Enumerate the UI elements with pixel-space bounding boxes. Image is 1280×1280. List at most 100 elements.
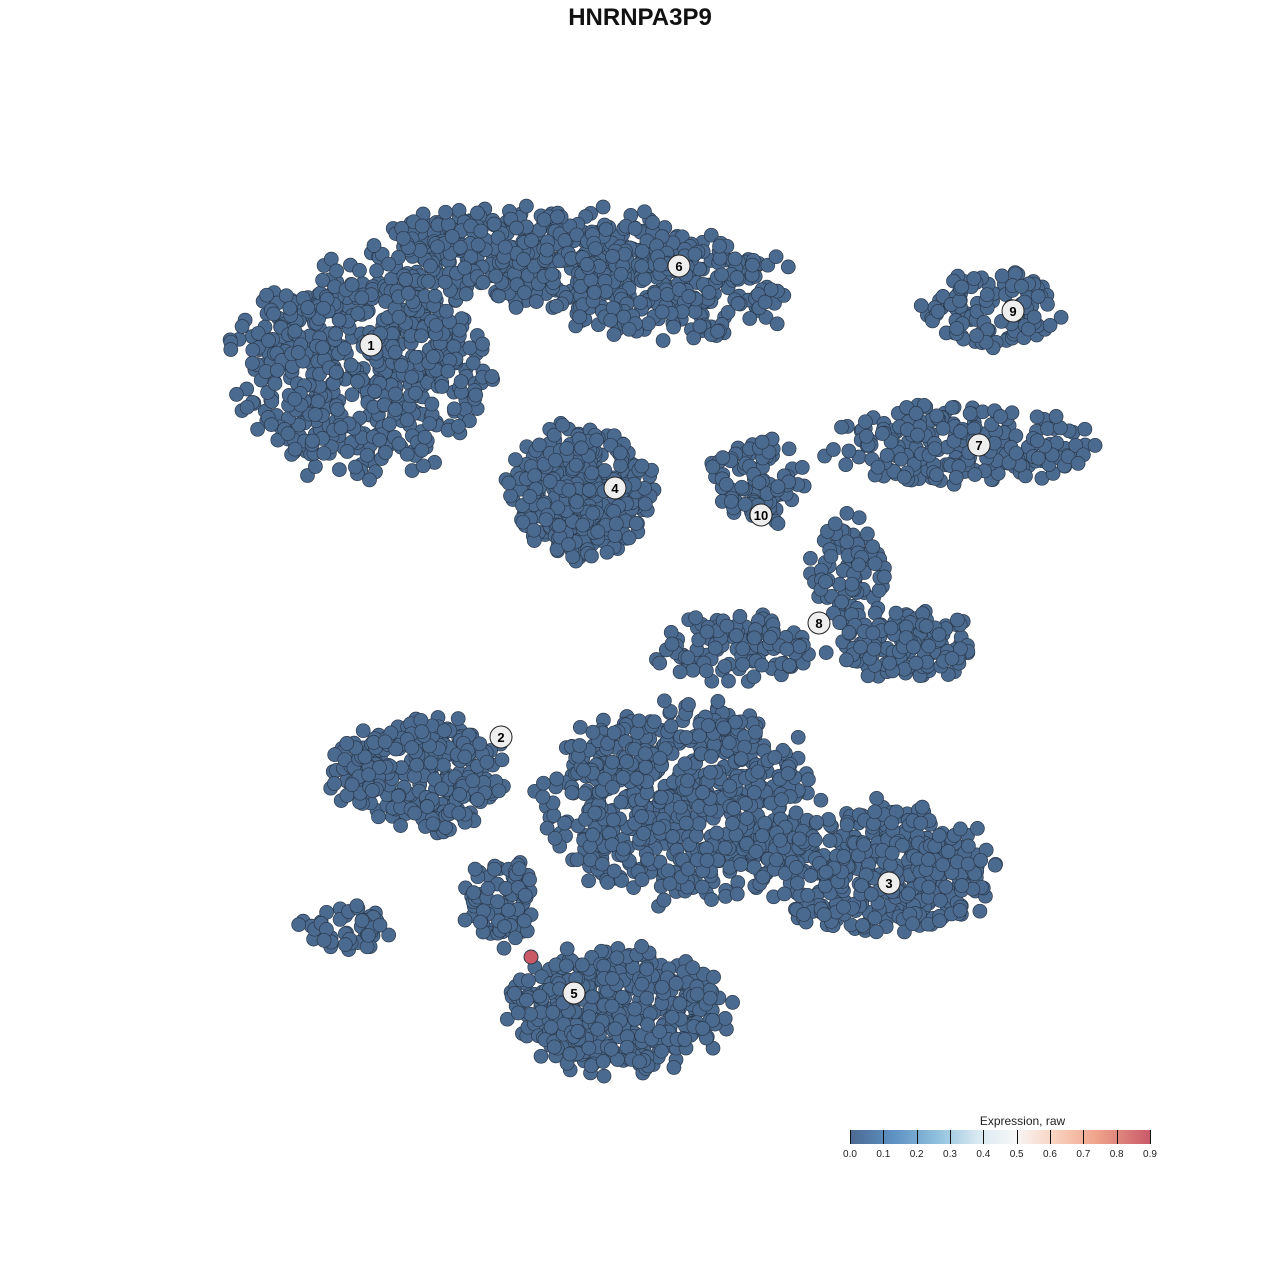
data-point xyxy=(488,268,504,284)
colorbar: 0.0 0.1 0.2 0.3 0.4 0.5 0.6 0.7 0.8 0.9 xyxy=(843,1130,1157,1160)
data-point xyxy=(604,998,620,1014)
data-point xyxy=(888,605,904,621)
data-point xyxy=(839,652,854,668)
data-point xyxy=(572,738,588,753)
data-point xyxy=(472,736,488,752)
data-point xyxy=(339,736,355,751)
cluster-label-9: 9 xyxy=(1001,299,1025,323)
data-point xyxy=(967,467,983,482)
data-point xyxy=(531,437,547,453)
data-point xyxy=(792,831,807,847)
data-point xyxy=(452,787,467,802)
data-point xyxy=(330,401,345,417)
data-point xyxy=(598,222,614,237)
cluster-label-7: 7 xyxy=(967,433,991,457)
data-point xyxy=(388,402,403,417)
data-point xyxy=(355,723,371,739)
data-point xyxy=(838,457,854,473)
data-point xyxy=(581,482,597,498)
data-point xyxy=(966,271,982,286)
data-point xyxy=(654,304,670,320)
data-point xyxy=(377,734,393,750)
data-point xyxy=(656,892,672,908)
data-point xyxy=(801,772,816,787)
data-point xyxy=(595,1054,611,1069)
data-point xyxy=(732,609,748,624)
data-point xyxy=(444,229,460,244)
data-point xyxy=(267,376,283,391)
data-point xyxy=(851,510,867,526)
data-point xyxy=(700,718,716,733)
data-point xyxy=(259,287,274,303)
colorbar-tick-label: 0.9 xyxy=(1143,1149,1157,1160)
data-point xyxy=(438,204,453,220)
data-point xyxy=(538,512,554,528)
data-point xyxy=(694,879,710,895)
data-point xyxy=(413,328,429,344)
data-point xyxy=(1029,433,1045,449)
data-point xyxy=(371,809,386,825)
data-point xyxy=(788,860,804,875)
data-point xyxy=(551,518,567,533)
data-point xyxy=(664,1009,680,1025)
data-point xyxy=(874,426,890,441)
data-point xyxy=(457,749,473,765)
data-point xyxy=(615,770,631,785)
data-point xyxy=(457,260,472,276)
data-point xyxy=(905,916,920,932)
data-point xyxy=(328,364,344,380)
data-point xyxy=(367,383,383,399)
data-point xyxy=(361,927,376,943)
colorbar-tick-label: 0.2 xyxy=(909,1149,924,1160)
data-point xyxy=(832,615,848,630)
data-point xyxy=(729,628,744,643)
data-point xyxy=(652,1024,667,1040)
data-point xyxy=(721,735,737,751)
data-point xyxy=(369,263,384,279)
data-point xyxy=(559,941,575,957)
data-point xyxy=(944,651,960,666)
data-point xyxy=(655,333,671,348)
data-point xyxy=(331,312,347,328)
colorbar-tick xyxy=(1116,1130,1118,1144)
data-point xyxy=(440,363,456,379)
data-point xyxy=(475,336,490,352)
data-point xyxy=(841,443,857,459)
cluster-label-4: 4 xyxy=(603,476,627,500)
colorbar-tick xyxy=(850,1130,851,1144)
data-point xyxy=(453,374,469,389)
data-point xyxy=(777,886,792,902)
data-point xyxy=(621,530,637,546)
data-point xyxy=(641,316,656,332)
data-point xyxy=(451,805,467,821)
data-point xyxy=(1042,317,1058,333)
data-point xyxy=(721,673,736,689)
cluster-label-5: 5 xyxy=(562,981,586,1005)
data-point xyxy=(569,852,585,868)
data-point xyxy=(882,655,897,671)
data-point xyxy=(588,241,603,257)
data-point xyxy=(372,917,388,933)
data-point xyxy=(533,1048,549,1064)
data-point xyxy=(465,773,481,789)
data-point xyxy=(570,1024,586,1039)
data-point xyxy=(572,309,588,325)
data-point xyxy=(663,718,679,734)
data-point xyxy=(465,355,481,371)
data-point xyxy=(291,917,307,932)
data-point xyxy=(494,752,510,768)
data-point xyxy=(428,317,444,333)
data-point xyxy=(337,341,352,356)
data-point xyxy=(680,650,696,666)
data-point xyxy=(414,218,430,234)
data-point xyxy=(415,458,431,474)
data-point xyxy=(719,476,734,492)
data-point xyxy=(913,298,929,313)
data-point xyxy=(993,409,1008,424)
colorbar-tick-label: 0.6 xyxy=(1043,1149,1057,1160)
data-point xyxy=(836,849,852,864)
data-point xyxy=(953,424,968,439)
colorbar-tick xyxy=(1050,1130,1051,1144)
data-point xyxy=(883,620,899,636)
data-point xyxy=(519,198,534,214)
